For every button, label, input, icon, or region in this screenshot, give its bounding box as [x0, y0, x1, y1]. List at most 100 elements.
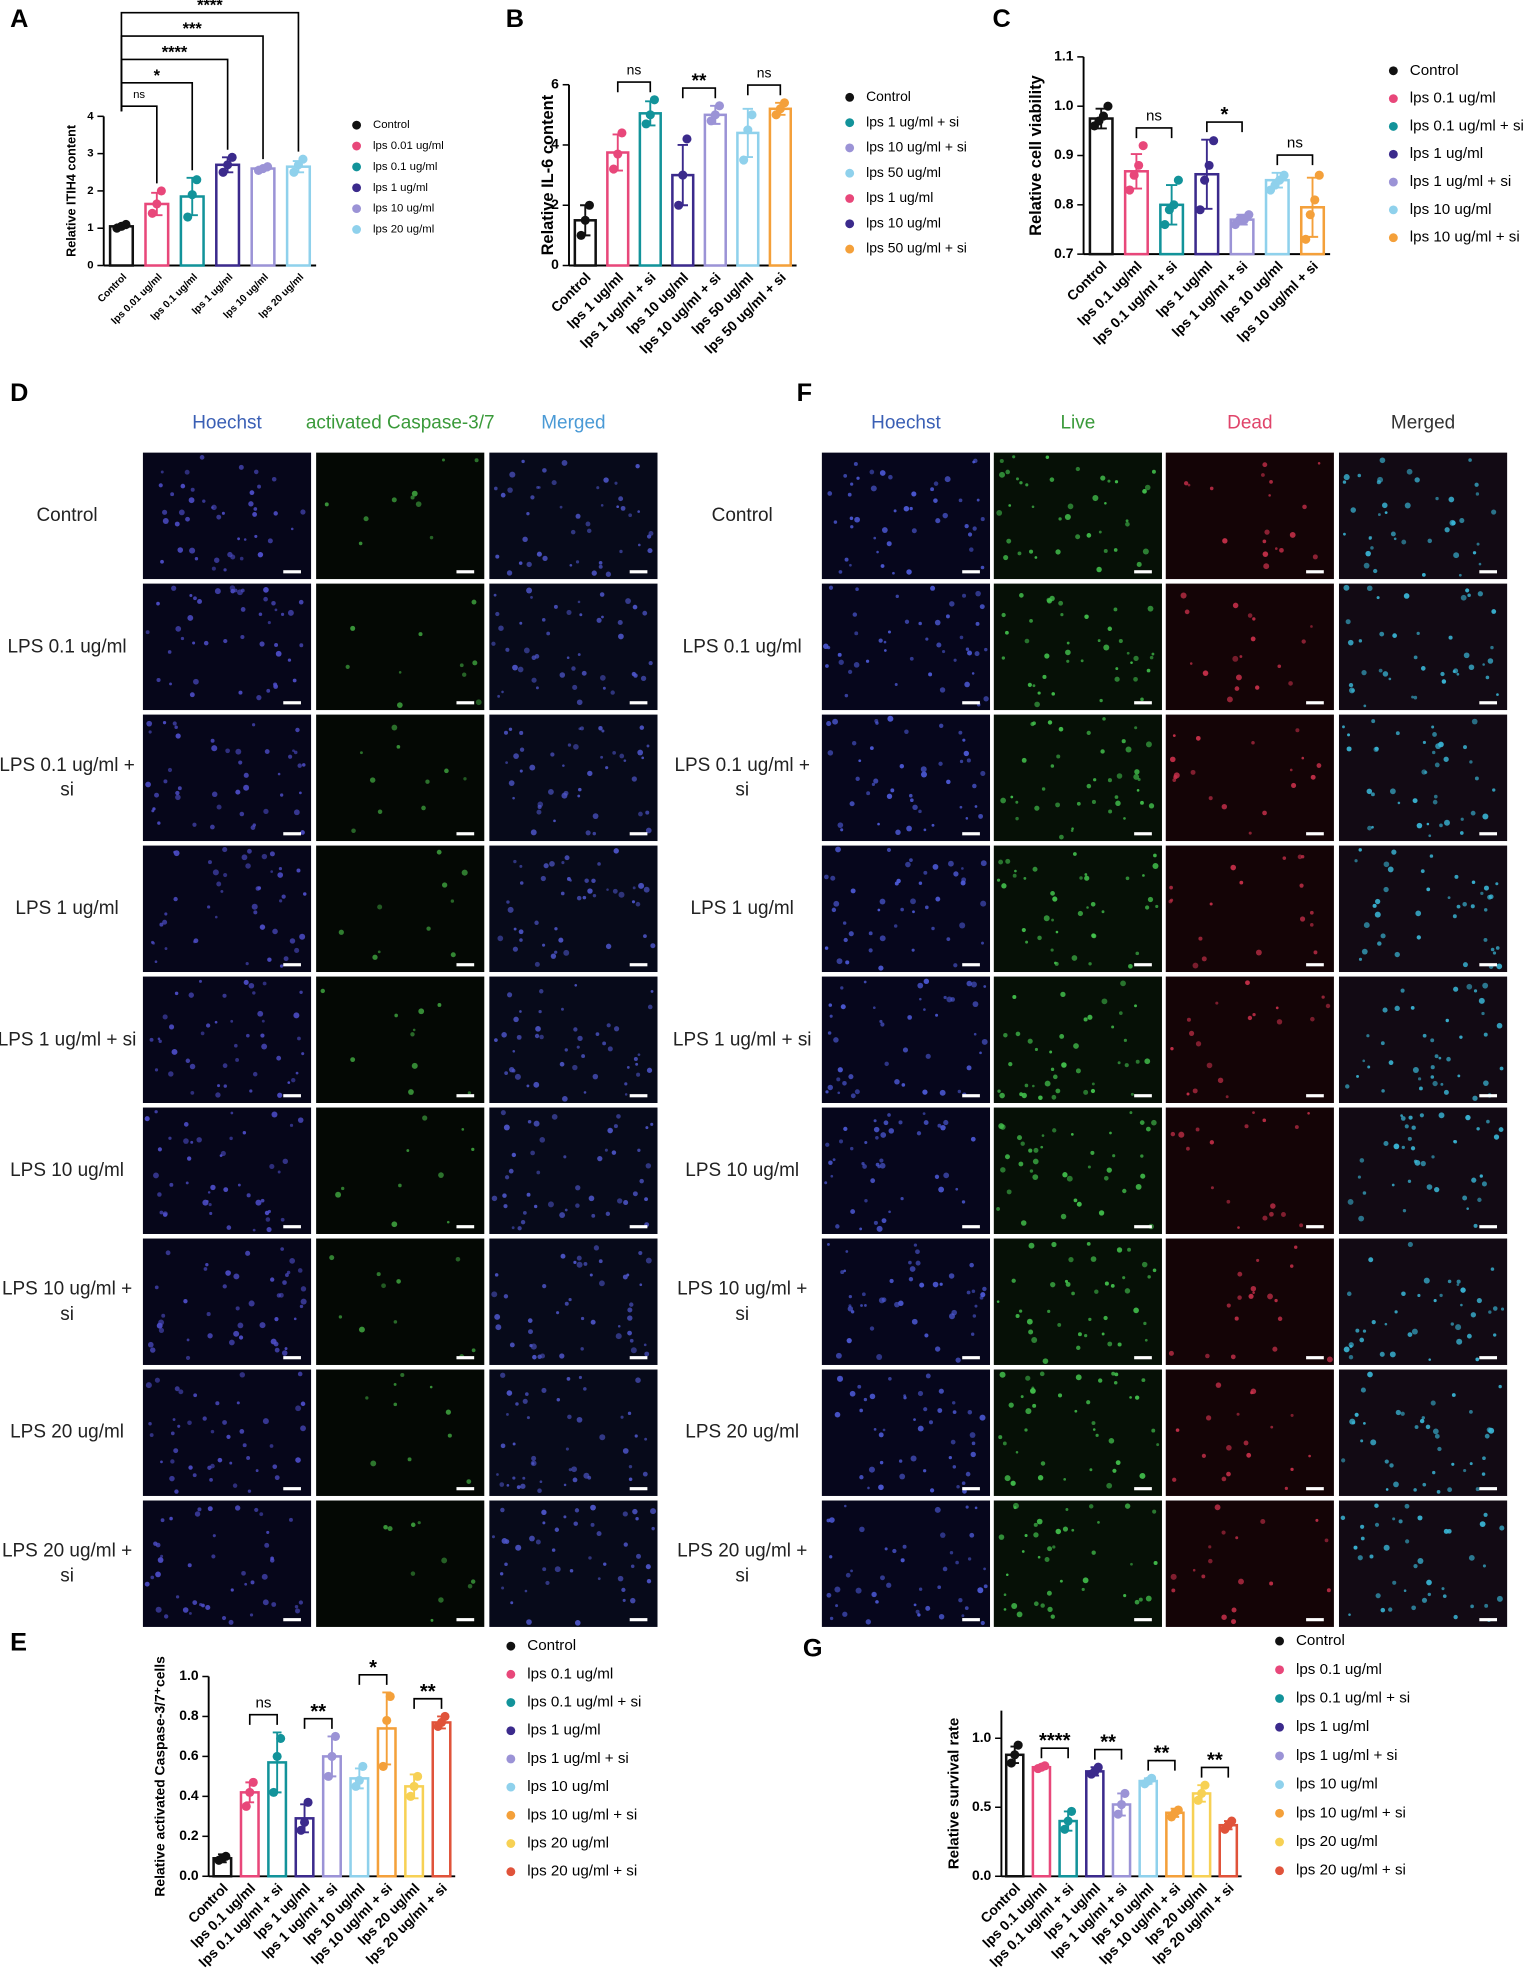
- cell: [982, 1286, 987, 1292]
- cell: [1226, 696, 1233, 703]
- cell: [1250, 1286, 1257, 1292]
- cell: [145, 1382, 152, 1389]
- cell: [575, 560, 580, 564]
- cell: [1015, 1031, 1021, 1037]
- cell: [1232, 602, 1239, 609]
- cell: [276, 1055, 282, 1061]
- cell: [494, 486, 498, 491]
- cell: [472, 660, 478, 666]
- cell: [1488, 1310, 1492, 1314]
- cell: [1470, 810, 1476, 816]
- cell: [248, 501, 254, 507]
- cell: [1124, 1063, 1129, 1068]
- cell: [888, 474, 893, 480]
- cell: [1111, 1371, 1116, 1376]
- cell: [577, 794, 581, 798]
- cell: [983, 1567, 986, 1571]
- cell: [172, 721, 177, 726]
- cell: [1232, 655, 1239, 662]
- cell: [933, 481, 939, 486]
- cell: [951, 1401, 956, 1405]
- cell: [887, 1113, 891, 1117]
- cell: [531, 1455, 537, 1461]
- cell: [591, 1213, 596, 1218]
- cell: [939, 1089, 946, 1096]
- scale-bar: [456, 1618, 475, 1622]
- cell: [522, 1211, 527, 1215]
- cell: [1075, 1374, 1082, 1381]
- cell: [1482, 982, 1489, 989]
- cell: [239, 811, 245, 817]
- cell: [1434, 762, 1440, 768]
- cell: [1129, 1111, 1133, 1115]
- significance-bracket: [1040, 1747, 1069, 1759]
- cell: [859, 1227, 863, 1231]
- scale-bar: [962, 832, 980, 836]
- cell: [966, 980, 973, 987]
- cell: [1134, 1004, 1137, 1008]
- cell: [1359, 1158, 1365, 1163]
- cell: [1392, 633, 1397, 638]
- cell: [925, 637, 929, 641]
- cell: [543, 863, 549, 869]
- cell: [961, 1614, 965, 1618]
- cell: [506, 570, 513, 576]
- cell: [1093, 778, 1097, 782]
- cell: [1221, 1614, 1227, 1620]
- cell: [1424, 770, 1428, 774]
- cell: [1366, 585, 1373, 592]
- cell: [450, 952, 456, 958]
- cell: [1252, 1111, 1255, 1114]
- cell: [873, 1220, 878, 1225]
- cell: [829, 1014, 833, 1018]
- cell: [852, 612, 858, 617]
- cell: [1435, 496, 1439, 501]
- cell: [216, 881, 222, 887]
- cell: [1455, 1324, 1462, 1331]
- cell: [1019, 1092, 1024, 1097]
- cell: [1192, 1088, 1198, 1094]
- cell: [554, 927, 558, 931]
- cell: [1145, 905, 1150, 910]
- cell: [600, 504, 604, 507]
- cell: [1130, 1092, 1134, 1096]
- cell: [1441, 1587, 1445, 1591]
- cell: [466, 1479, 472, 1484]
- cell: [875, 721, 879, 725]
- cell: [508, 1168, 514, 1174]
- cell: [240, 588, 245, 593]
- cell: [1202, 670, 1209, 676]
- micrograph: [1165, 845, 1334, 973]
- y-tick-label: 3: [87, 148, 93, 160]
- cell: [631, 671, 637, 677]
- cell: [943, 1172, 950, 1179]
- cell: [870, 485, 877, 492]
- cell: [1348, 682, 1354, 688]
- cell: [1195, 735, 1201, 741]
- cell: [1389, 1351, 1396, 1358]
- cell: [203, 1267, 208, 1271]
- cell: [277, 1170, 281, 1174]
- cell: [867, 1486, 870, 1490]
- cell: [238, 690, 243, 695]
- cell: [499, 1482, 505, 1487]
- cell: [1190, 769, 1196, 775]
- cell: [1112, 1468, 1117, 1473]
- cell: [1119, 1011, 1123, 1015]
- cell: [257, 551, 264, 558]
- cell: [155, 1571, 161, 1578]
- data-point: [289, 167, 299, 177]
- cell: [853, 461, 858, 466]
- cell: [246, 1456, 251, 1460]
- cell: [171, 585, 177, 591]
- y-tick-label: 4: [87, 110, 94, 122]
- cell: [1134, 1599, 1140, 1605]
- micrograph: [1165, 1369, 1334, 1496]
- cell: [160, 1518, 165, 1523]
- cell: [252, 1071, 258, 1077]
- cell: [1033, 1147, 1039, 1153]
- cell: [1432, 750, 1436, 755]
- cell: [635, 463, 640, 469]
- cell: [223, 872, 228, 878]
- panel-letter: E: [10, 1628, 27, 1656]
